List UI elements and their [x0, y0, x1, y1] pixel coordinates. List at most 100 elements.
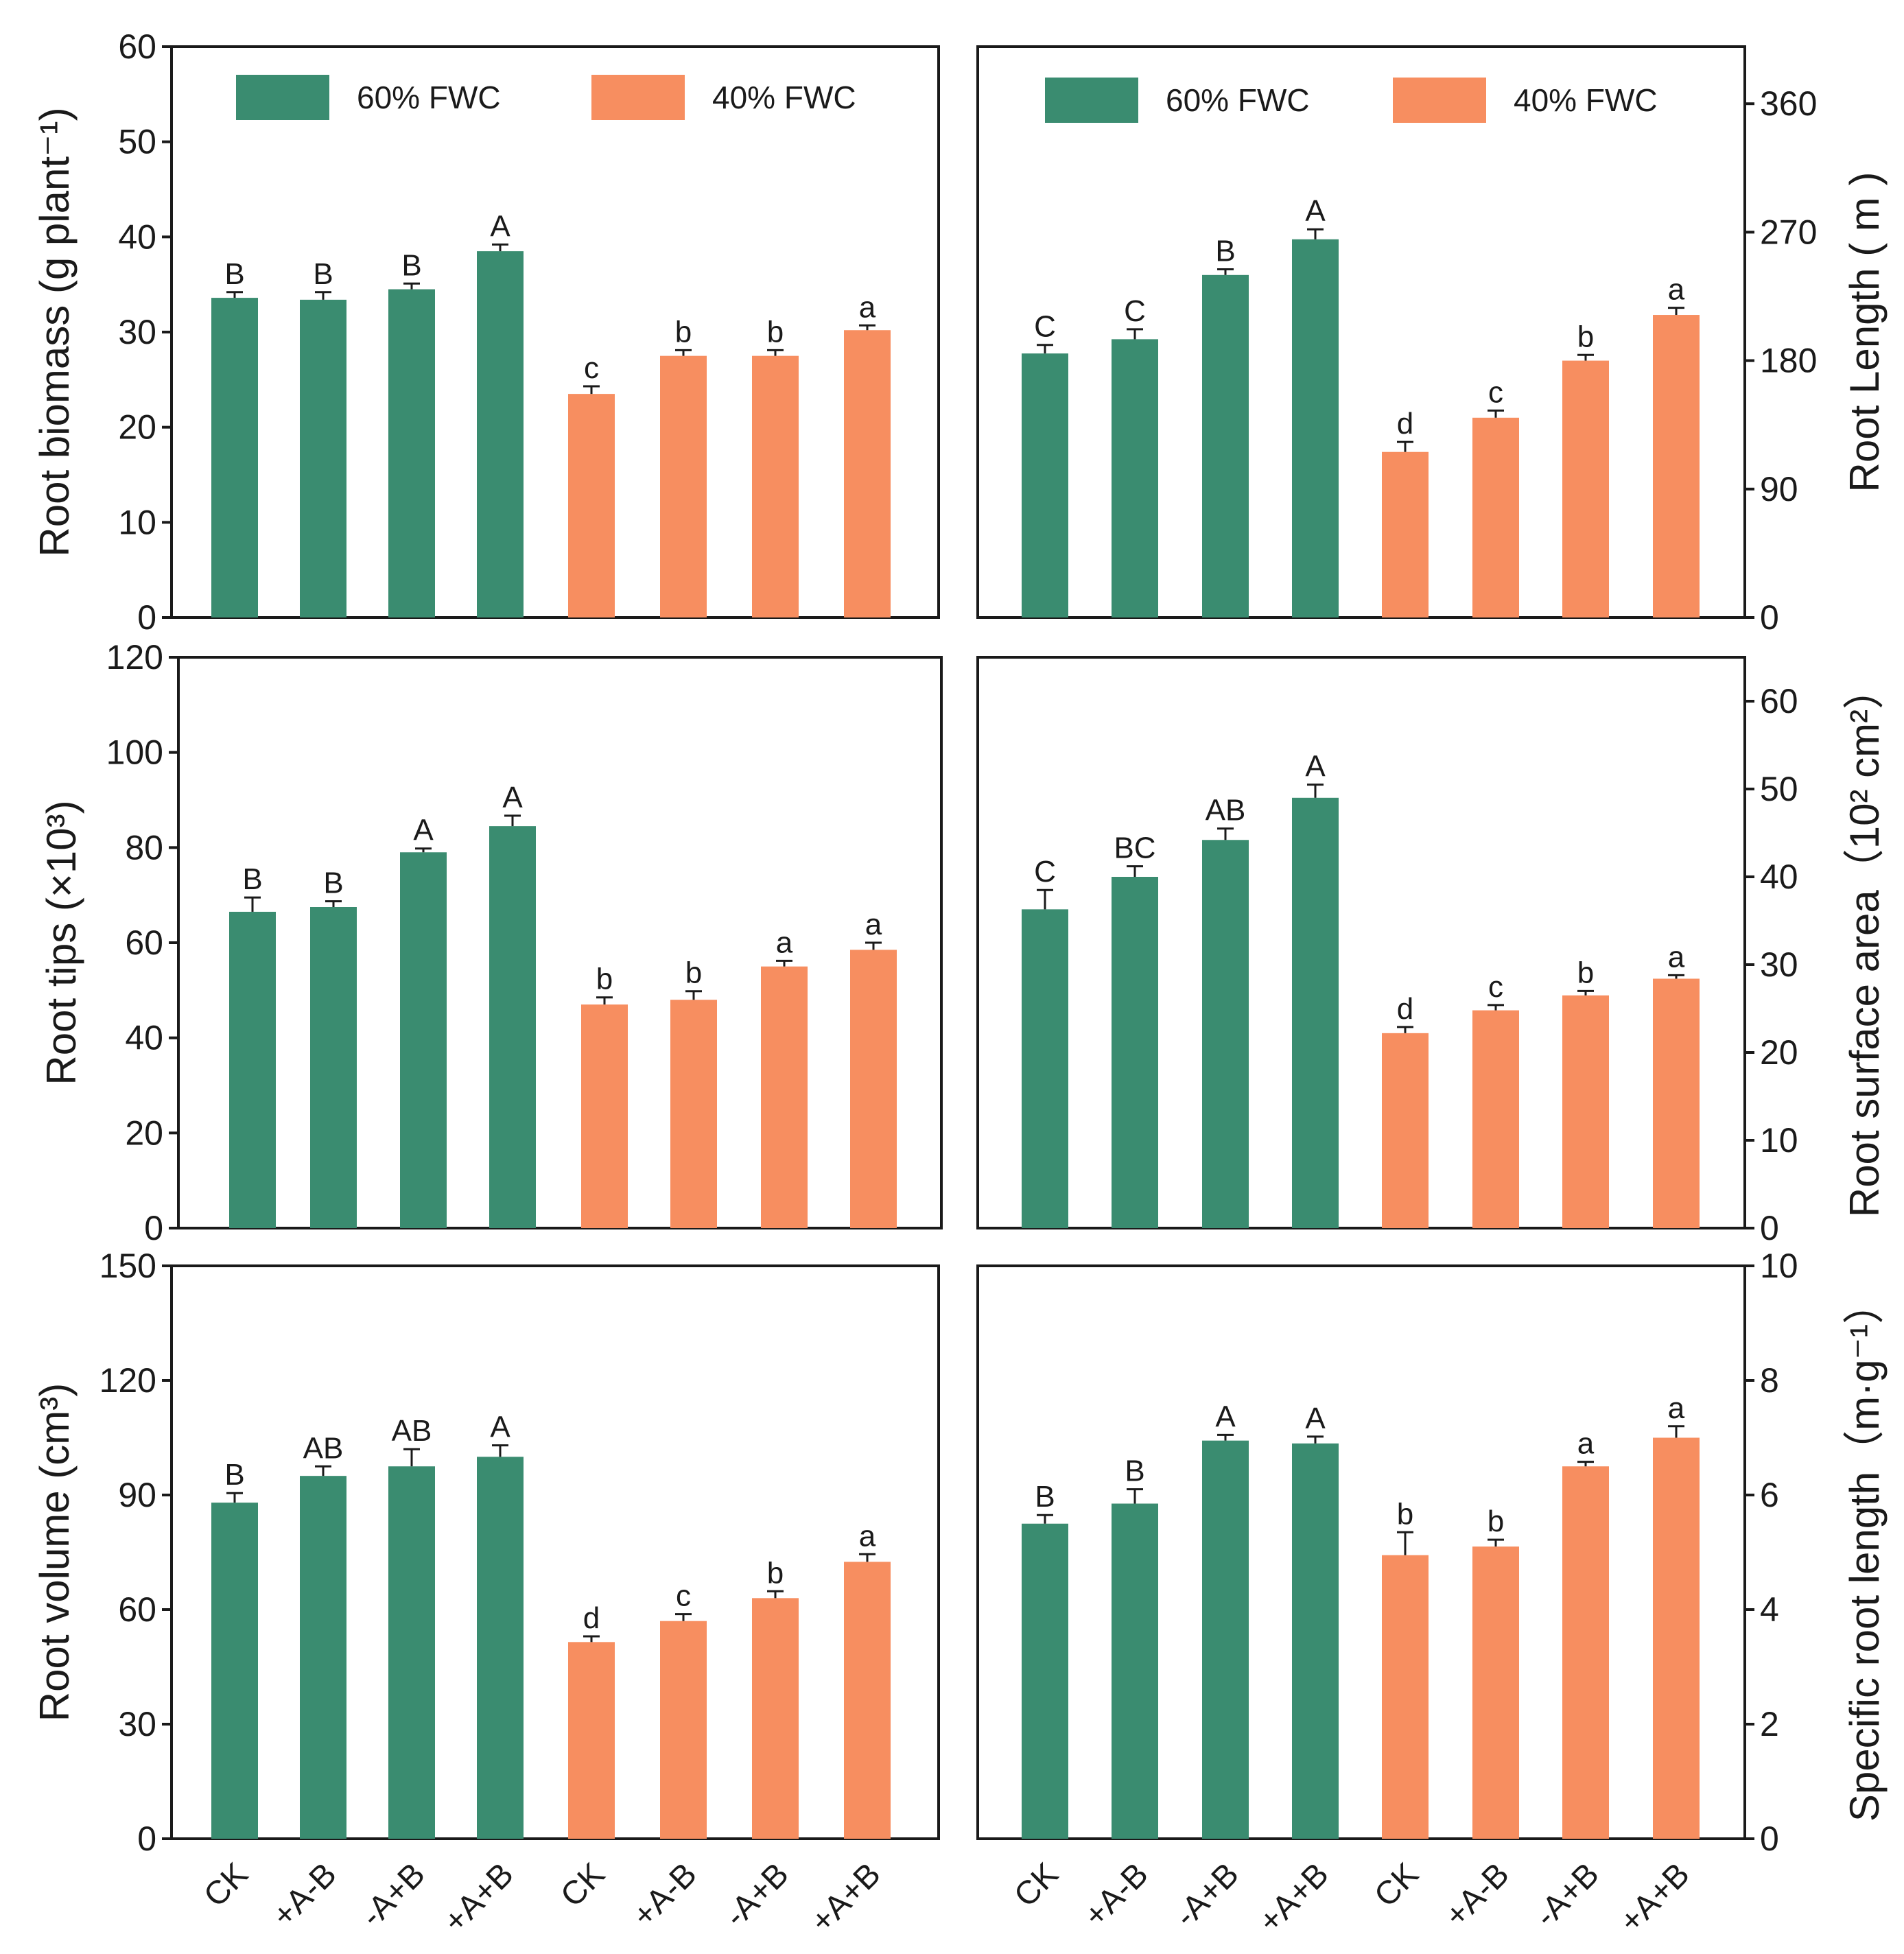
y-tick-label: 6	[1760, 1476, 1779, 1514]
significance-letter: d	[583, 1601, 600, 1635]
x-tick-label: +A+B	[1251, 1856, 1335, 1940]
bar	[1292, 239, 1339, 617]
bar	[1292, 1443, 1339, 1839]
significance-letter: a	[859, 1519, 876, 1553]
x-tick-label: +A-B	[1077, 1856, 1155, 1934]
y-tick-label: 10	[1760, 1121, 1798, 1160]
bar	[1562, 995, 1609, 1228]
bar	[568, 1642, 615, 1839]
significance-letter: b	[1397, 1497, 1413, 1531]
significance-letter: b	[1577, 956, 1594, 989]
bar	[1382, 451, 1429, 617]
y-tick-label: 10	[1760, 1247, 1798, 1285]
plot-frame	[976, 45, 1746, 619]
significance-letter: A	[502, 781, 523, 814]
significance-letter: b	[685, 956, 702, 990]
y-axis-label: Root tips (×10³)	[38, 800, 84, 1085]
y-tick-label: 100	[106, 733, 163, 772]
y-tick-label: 2	[1760, 1705, 1779, 1743]
plot-frame	[170, 45, 940, 619]
significance-letter: a	[776, 926, 793, 959]
y-tick-label: 30	[1760, 945, 1798, 984]
x-tick-label: CK	[554, 1856, 612, 1914]
y-tick-label: 40	[118, 217, 156, 256]
bar	[1653, 1437, 1700, 1839]
y-tick-label: 60	[118, 27, 156, 66]
y-tick-label: 40	[1760, 858, 1798, 896]
significance-letter: b	[675, 315, 692, 349]
significance-letter: c	[584, 351, 599, 385]
bar	[400, 852, 447, 1228]
y-axis-label: Root biomass (g plant⁻¹)	[32, 107, 78, 556]
x-tick-label: +A+B	[1612, 1856, 1696, 1940]
bar	[1112, 877, 1158, 1228]
legend-label: 60% FWC	[357, 80, 501, 115]
x-tick-label: -A+B	[1168, 1856, 1246, 1934]
significance-letter: B	[1035, 1480, 1055, 1514]
bar	[752, 1598, 799, 1839]
bar	[388, 1466, 435, 1839]
significance-letter: A	[490, 209, 510, 243]
significance-letter: c	[1488, 375, 1503, 409]
legend: 60% FWC 40% FWC	[1045, 78, 1658, 123]
y-tick-label: 50	[118, 123, 156, 161]
significance-letter: C	[1124, 294, 1146, 328]
x-tick-label: +A-B	[626, 1856, 704, 1934]
bar	[477, 1457, 524, 1839]
bar	[1022, 1523, 1068, 1839]
panel-bottom-right: 0 2 4 6 8 10 Specific root length（m·g⁻¹） B B A Ab b…	[976, 1247, 1888, 1940]
significance-letter: AB	[392, 1414, 432, 1448]
y-tick-label: 0	[137, 598, 156, 637]
bar	[1292, 797, 1339, 1228]
panel-middle-right: 0 10 20 30 40 50 60 Root surface area（10² cm²） C…	[976, 656, 1888, 1247]
bar	[660, 1621, 707, 1839]
significance-letter: a	[1577, 1427, 1595, 1461]
significance-letter: B	[224, 1458, 244, 1492]
legend-swatch	[236, 75, 329, 120]
significance-letter: C	[1034, 855, 1056, 888]
y-tick-label: 0	[1760, 1209, 1779, 1247]
x-tick-label: +A-B	[266, 1856, 344, 1934]
y-tick-label: 40	[125, 1019, 163, 1057]
significance-letter: b	[596, 963, 613, 996]
x-tick-label: CK	[197, 1856, 255, 1914]
legend-swatch	[1045, 78, 1138, 123]
y-tick-label: 4	[1760, 1590, 1779, 1629]
y-tick-label: 150	[99, 1247, 156, 1285]
significance-letter: AB	[303, 1431, 344, 1465]
y-axis-label: Root surface area（10² cm²）	[1842, 668, 1888, 1217]
y-tick-label: 20	[1760, 1033, 1798, 1072]
significance-letter: B	[323, 867, 343, 900]
significance-letter: B	[242, 862, 262, 896]
bar	[211, 298, 258, 617]
significance-letter: b	[1577, 320, 1594, 353]
bar	[1112, 339, 1158, 617]
significance-letter: a	[1668, 940, 1685, 974]
bar	[844, 330, 891, 617]
y-tick-label: 90	[1760, 470, 1798, 508]
y-tick-label: 20	[118, 408, 156, 447]
x-tick-label: CK	[1367, 1856, 1426, 1914]
y-tick-label: 60	[125, 923, 163, 962]
significance-letter: a	[1668, 273, 1685, 307]
bar	[1112, 1503, 1158, 1839]
legend-swatch	[1393, 78, 1486, 123]
y-axis-label: Specific root length（m·g⁻¹）	[1842, 1283, 1888, 1822]
bar	[1562, 360, 1609, 617]
y-tick-label: 80	[125, 828, 163, 867]
y-axis-label: Root volume (cm³)	[32, 1383, 78, 1721]
bar	[229, 911, 276, 1228]
bar	[1382, 1555, 1429, 1839]
y-tick-label: 90	[118, 1476, 156, 1514]
bar	[310, 907, 357, 1228]
legend-label: 40% FWC	[1514, 82, 1658, 118]
significance-letter: B	[1215, 234, 1235, 268]
y-tick-label: 20	[125, 1114, 163, 1152]
significance-letter: A	[1305, 194, 1326, 228]
significance-letter: c	[1488, 970, 1503, 1004]
y-tick-label: 10	[118, 503, 156, 541]
bar	[1202, 840, 1249, 1228]
bar	[581, 1004, 628, 1228]
plot-frame	[976, 1264, 1746, 1840]
x-tick-label: -A+B	[1528, 1856, 1606, 1934]
